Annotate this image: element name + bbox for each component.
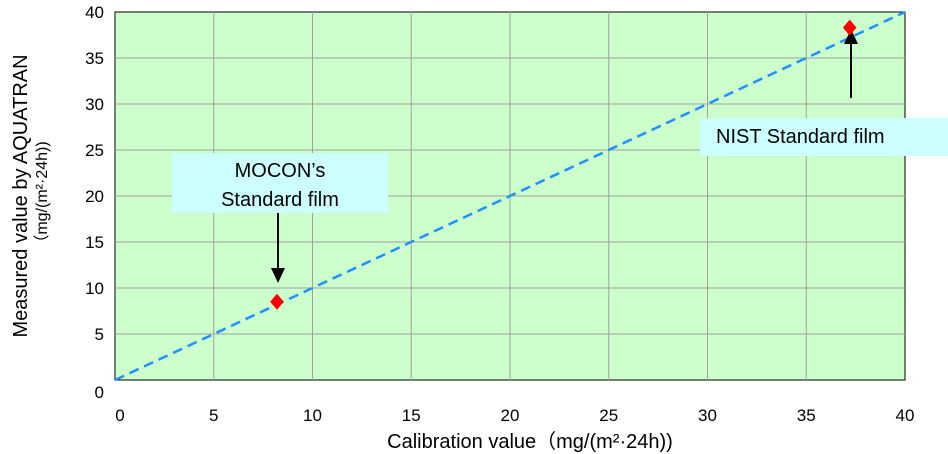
nist-callout: NIST Standard film [700, 118, 948, 156]
y-tick-label: 40 [85, 3, 104, 22]
y-tick-label: 5 [95, 325, 104, 344]
y-tick-label: 15 [85, 233, 104, 252]
y-tick-label: 10 [85, 279, 104, 298]
data-points [270, 19, 857, 310]
grid-lines [115, 12, 905, 380]
y-tick-label: 25 [85, 141, 104, 160]
x-axis-label: Calibration value（mg/(m²·24h)) [387, 430, 673, 453]
x-tick-label: 40 [896, 406, 915, 425]
y-axis-label: Measured value by AQUATRAN [10, 54, 32, 337]
data-point-diamond [270, 293, 284, 310]
x-tick-label: 0 [115, 406, 124, 425]
mocon-callout-line2: Standard film [221, 189, 339, 211]
mocon-callout: MOCON’s Standard film [172, 153, 388, 213]
x-tick-label: 20 [501, 406, 520, 425]
y-tick-label: 30 [85, 95, 104, 114]
x-tick-label: 5 [209, 406, 218, 425]
x-tick-label: 35 [797, 406, 816, 425]
data-point-diamond [842, 19, 857, 36]
mocon-callout-line1: MOCON’s [234, 160, 326, 182]
y-axis-label-units: （mg/(m²·24h)) [33, 141, 51, 250]
mocon-arrow-head [271, 268, 285, 283]
tick-labels: 0 5 10 15 20 25 30 35 40 0 5 10 15 20 25 30 35 40 [85, 3, 914, 425]
reference-line [114, 10, 906, 382]
y-tick-label: 35 [85, 49, 104, 68]
x-tick-label: 15 [402, 406, 421, 425]
y-tick-label: 0 [95, 383, 104, 402]
nist-arrow-head [844, 29, 858, 44]
x-tick-label: 30 [698, 406, 717, 425]
x-tick-label: 25 [599, 406, 618, 425]
y-tick-label: 20 [85, 187, 104, 206]
arrows [271, 29, 858, 283]
x-tick-label: 10 [303, 406, 322, 425]
